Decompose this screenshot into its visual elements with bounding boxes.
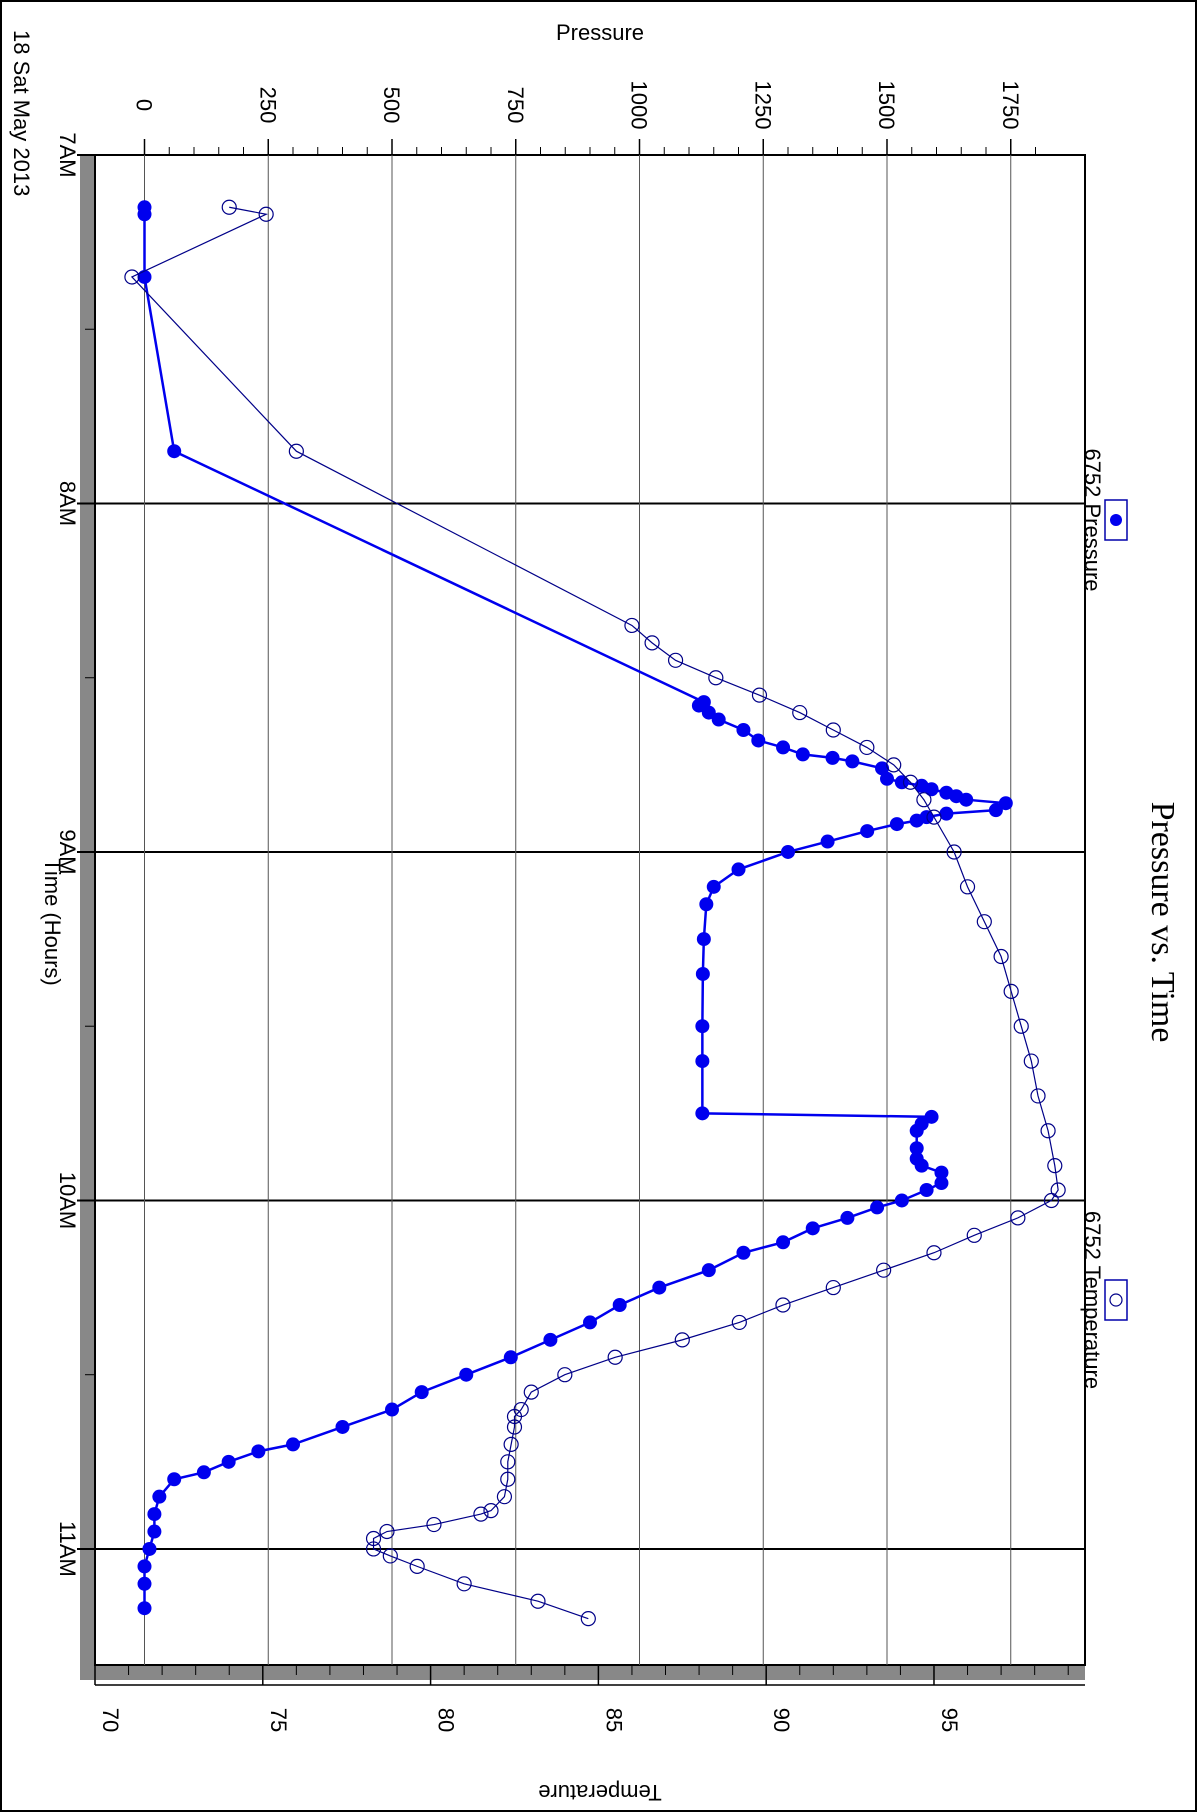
pressure-point — [920, 1183, 934, 1197]
temperature-tick-label: 75 — [266, 1708, 291, 1732]
pressure-tick-label: 1750 — [998, 81, 1023, 130]
pressure-point — [806, 1221, 820, 1235]
pressure-point — [167, 444, 181, 458]
pressure-point — [880, 772, 894, 786]
pressure-point — [197, 1465, 211, 1479]
pressure-point — [699, 897, 713, 911]
pressure-point — [147, 1525, 161, 1539]
pressure-point — [504, 1350, 518, 1364]
pressure-point — [652, 1281, 666, 1295]
pressure-point — [251, 1444, 265, 1458]
pressure-point — [336, 1420, 350, 1434]
pressure-point — [989, 803, 1003, 817]
pressure-point — [915, 1159, 929, 1173]
pressure-point — [796, 747, 810, 761]
pressure-point — [776, 740, 790, 754]
temperature-tick-label: 85 — [601, 1708, 626, 1732]
temperature-tick-label: 80 — [434, 1708, 459, 1732]
x-tick-label: 11AM — [55, 1521, 80, 1577]
pressure-tick-label: 1500 — [874, 81, 899, 130]
pressure-point — [613, 1298, 627, 1312]
pressure-point — [732, 862, 746, 876]
pressure-tick-label: 750 — [503, 87, 528, 124]
pressure-point — [702, 1263, 716, 1277]
temperature-axis-title: Temperature — [538, 1780, 662, 1805]
pressure-point — [695, 1019, 709, 1033]
pressure-point — [583, 1315, 597, 1329]
pressure-point — [707, 880, 721, 894]
x-tick-label: 7AM — [55, 132, 80, 177]
pressure-axis-title: Pressure — [556, 20, 644, 45]
pressure-point — [939, 807, 953, 821]
pressure-point — [222, 1455, 236, 1469]
pressure-point — [910, 814, 924, 828]
pressure-point — [845, 754, 859, 768]
pressure-point — [138, 1601, 152, 1615]
pressure-point — [152, 1490, 166, 1504]
pressure-point — [736, 723, 750, 737]
pressure-point — [415, 1385, 429, 1399]
pressure-tick-label: 1250 — [750, 81, 775, 130]
pressure-point — [925, 782, 939, 796]
pressure-point — [890, 817, 904, 831]
pressure-point — [934, 1176, 948, 1190]
pressure-point — [138, 270, 152, 284]
pressure-point — [385, 1403, 399, 1417]
date-label: 18 Sat May 2013 — [9, 30, 34, 196]
pressure-tick-label: 500 — [379, 87, 404, 124]
plot-area — [95, 155, 1085, 1665]
pressure-point — [895, 1193, 909, 1207]
pressure-point — [696, 967, 710, 981]
pressure-tick-label: 1000 — [627, 81, 652, 130]
chart-title: Pressure vs. Time — [1144, 802, 1181, 1043]
pressure-point — [736, 1246, 750, 1260]
pressure-point — [695, 1106, 709, 1120]
time-axis-title: Time (Hours) — [40, 858, 65, 986]
pressure-point — [751, 733, 765, 747]
pressure-point — [781, 845, 795, 859]
pressure-point — [821, 835, 835, 849]
legend-label: 6752 Pressure — [1080, 448, 1105, 591]
legend-marker — [1110, 514, 1122, 526]
x-tick-label: 10AM — [55, 1172, 80, 1229]
pressure-point — [147, 1507, 161, 1521]
temperature-tick-label: 95 — [937, 1708, 962, 1732]
pressure-point — [776, 1235, 790, 1249]
pressure-point — [860, 824, 874, 838]
pressure-point — [543, 1333, 557, 1347]
x-tick-label: 8AM — [55, 481, 80, 526]
pressure-point — [138, 207, 152, 221]
pressure-point — [695, 1054, 709, 1068]
pressure-point — [826, 751, 840, 765]
pressure-point — [870, 1200, 884, 1214]
pressure-point — [840, 1211, 854, 1225]
legend-swatch-box — [1105, 1280, 1127, 1320]
pressure-point — [697, 932, 711, 946]
pressure-point — [712, 713, 726, 727]
pressure-point — [895, 775, 909, 789]
pressure-point — [138, 1559, 152, 1573]
temperature-tick-label: 90 — [769, 1708, 794, 1732]
pressure-point — [167, 1472, 181, 1486]
pressure-point — [910, 1124, 924, 1138]
pressure-tick-label: 250 — [255, 87, 280, 124]
pressure-point — [959, 793, 973, 807]
temperature-tick-label: 70 — [98, 1708, 123, 1732]
legend-label: 6752 Temperature — [1080, 1211, 1105, 1389]
pressure-point — [142, 1542, 156, 1556]
pressure-point — [459, 1368, 473, 1382]
pressure-tick-label: 0 — [132, 99, 157, 111]
pressure-point — [286, 1437, 300, 1451]
pressure-point — [138, 1577, 152, 1591]
